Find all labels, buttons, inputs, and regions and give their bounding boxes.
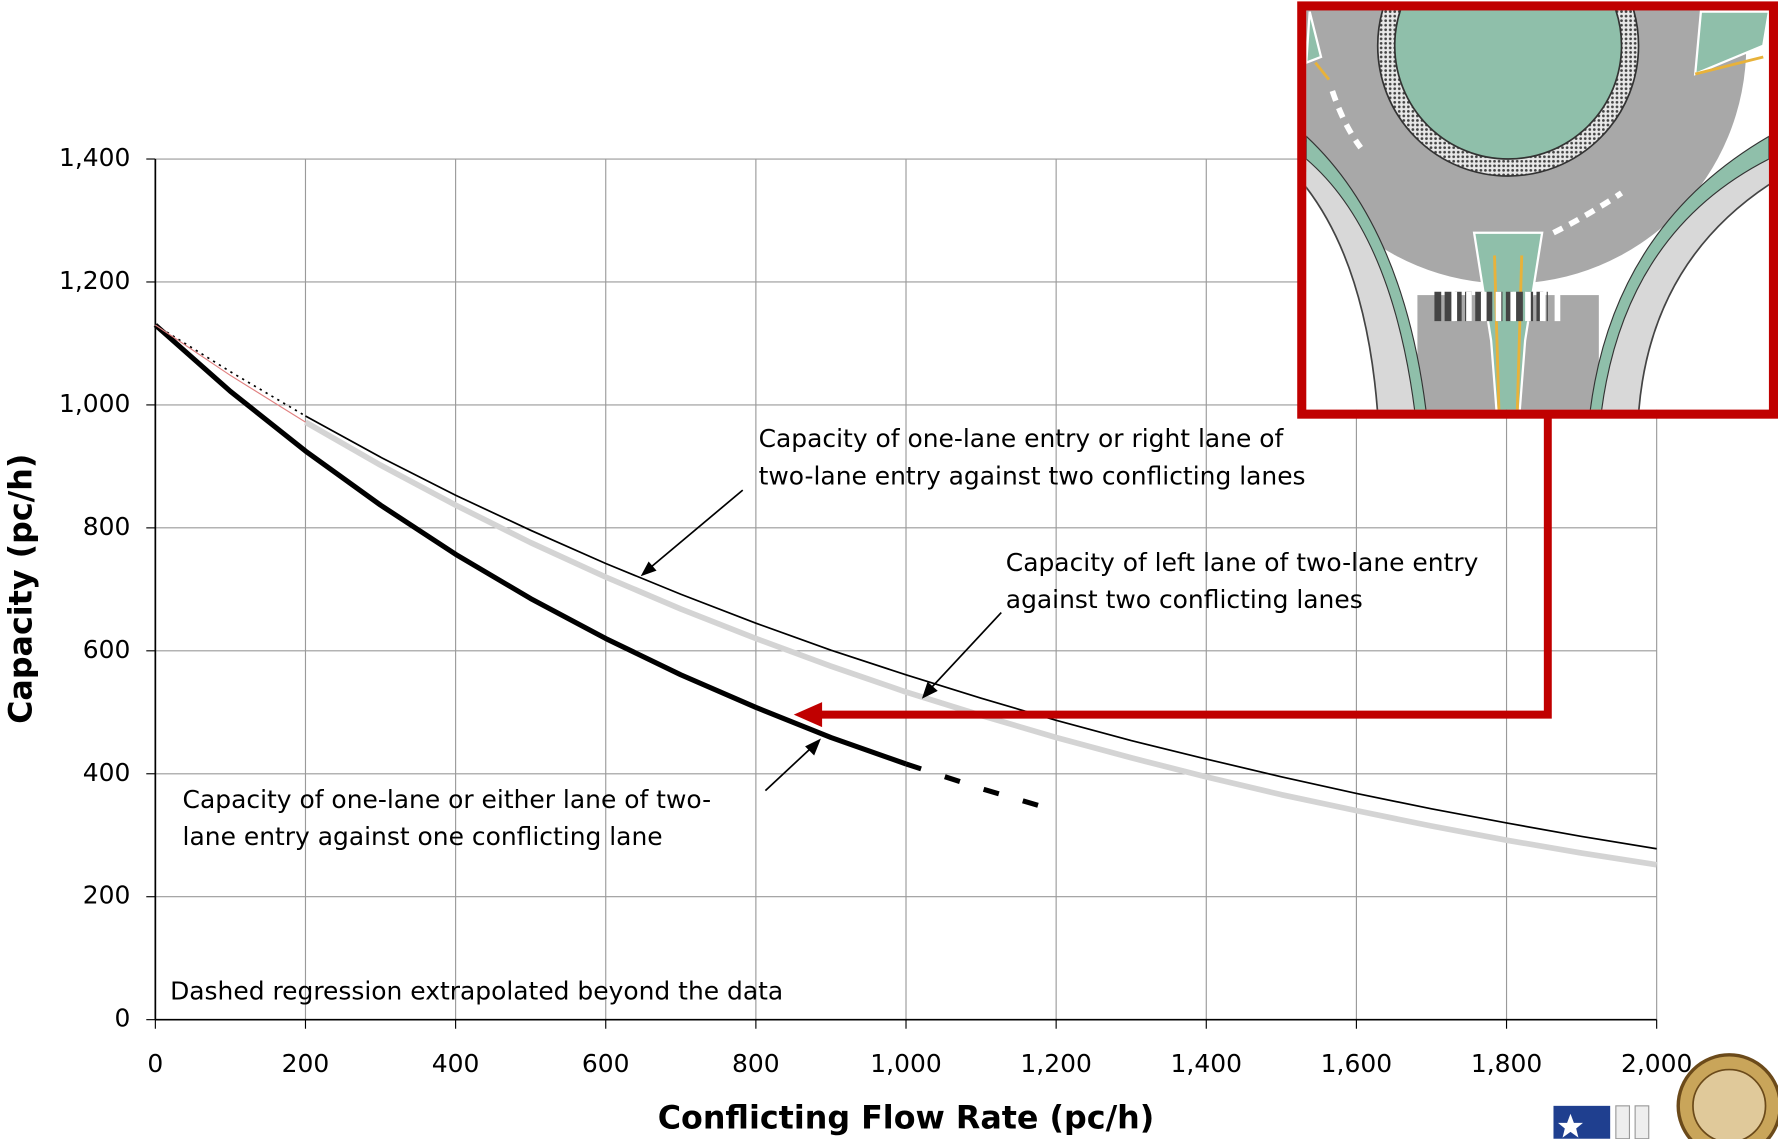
roundabout-inset [1306,10,1769,410]
inset-frame [1297,1,1778,419]
logos [1553,1053,1778,1139]
x-axis-title: Conflicting Flow Rate (pc/h) [658,1100,1155,1136]
y-tick-label: 1,200 [59,266,130,295]
x-tick-label: 1,400 [1171,1049,1242,1078]
x-tick-label: 600 [582,1049,630,1078]
y-tick-label: 0 [115,1004,131,1033]
y-tick-label: 400 [83,758,131,787]
annotation: Capacity of one-lane entry or right lane… [759,424,1285,453]
x-tick-label: 1,200 [1020,1049,1091,1078]
annotation: Capacity of left lane of two-lane entry [1006,548,1479,577]
x-tick-label: 2,000 [1621,1049,1692,1078]
annotation-arrow [924,612,1002,695]
series-line [153,323,907,767]
annotation: Capacity of one-lane or either lane of t… [183,785,712,814]
series-line [154,324,306,417]
arrow-head [805,738,821,756]
annotation: lane entry against one conflicting lane [183,822,663,851]
annotation: against two conflicting lanes [1006,585,1363,614]
arrow-head [640,561,657,577]
arrow-head [921,681,938,699]
y-tick-label: 600 [83,635,131,664]
x-tick-label: 1,600 [1321,1049,1392,1078]
y-tick-label: 200 [83,881,131,910]
x-tick-label: 1,800 [1471,1049,1542,1078]
y-axis-title: Capacity (pc/h) [4,454,40,724]
annotation-arrow [643,489,744,574]
series-line [305,415,1657,850]
annotation-arrow [764,742,818,792]
x-tick-label: 1,000 [870,1049,941,1078]
x-tick-label: 0 [147,1049,163,1078]
y-tick-label: 1,000 [59,389,130,418]
x-tick-label: 200 [282,1049,330,1078]
series-line [905,761,1057,814]
x-tick-label: 400 [432,1049,480,1078]
callout-arrow [818,414,1552,719]
y-tick-label: 1,400 [59,143,130,172]
x-tick-label: 800 [732,1049,780,1078]
note: Dashed regression extrapolated beyond th… [170,976,783,1005]
arrow-head [793,702,823,728]
y-tick-label: 800 [83,512,131,541]
series-line [155,324,306,423]
annotation: two-lane entry against two conflicting l… [759,462,1306,491]
